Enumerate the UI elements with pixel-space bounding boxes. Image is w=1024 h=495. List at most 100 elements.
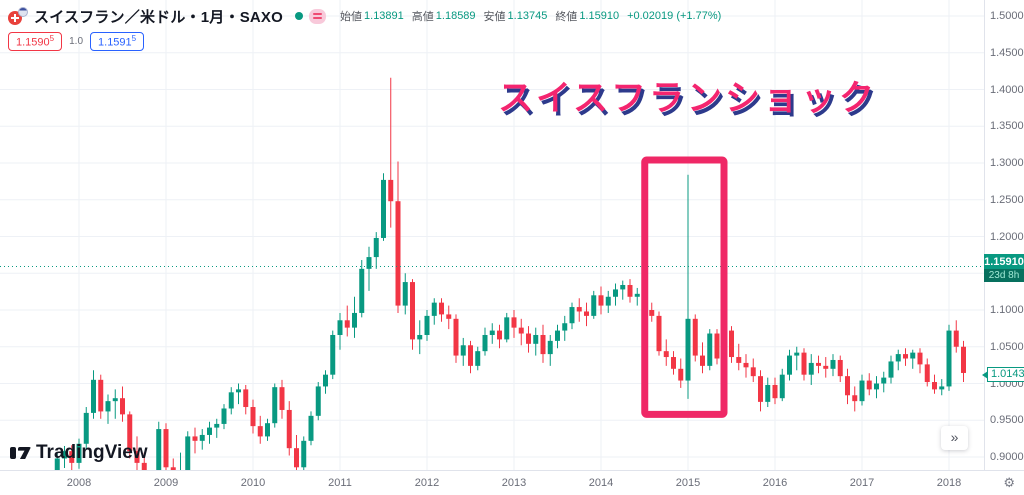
candle-body bbox=[395, 201, 401, 306]
candle-body bbox=[569, 307, 575, 324]
candle-body bbox=[207, 427, 212, 435]
candle-body bbox=[540, 334, 546, 355]
candle-body bbox=[917, 352, 923, 365]
candle-body bbox=[830, 359, 836, 369]
candle-body bbox=[903, 354, 908, 359]
candle-body bbox=[439, 302, 444, 315]
candle-body bbox=[808, 362, 814, 375]
candle-body bbox=[765, 384, 771, 402]
time-tick-label: 2017 bbox=[849, 477, 875, 489]
candle-body bbox=[105, 401, 111, 412]
candle-body bbox=[772, 384, 778, 399]
price-tick-label: 1.50000 bbox=[990, 10, 1024, 22]
current-price-value: 1.15910 bbox=[984, 254, 1024, 269]
candle-body bbox=[279, 387, 285, 410]
candle-body bbox=[823, 365, 829, 369]
candle-body bbox=[663, 351, 669, 358]
candle-body bbox=[120, 398, 125, 415]
candle-body bbox=[301, 440, 307, 468]
candle-body bbox=[170, 467, 176, 470]
candle-body bbox=[692, 318, 698, 356]
candle-body bbox=[787, 355, 792, 375]
tradingview-logo-text: TradingView bbox=[36, 442, 148, 463]
candle-body bbox=[526, 333, 531, 344]
candle-body bbox=[192, 436, 198, 441]
candle-body bbox=[489, 330, 495, 335]
candle-body bbox=[511, 317, 517, 328]
candle-body bbox=[265, 423, 270, 437]
candle-body bbox=[243, 389, 249, 408]
close-value: 1.15910 bbox=[579, 10, 620, 22]
candle-body bbox=[685, 318, 691, 381]
time-tick-label: 2009 bbox=[153, 477, 179, 489]
candle-body bbox=[141, 462, 147, 470]
candle-body bbox=[236, 389, 241, 393]
candle-body bbox=[736, 357, 742, 363]
candle-body bbox=[134, 451, 140, 463]
candle-body bbox=[91, 379, 96, 413]
candle-body bbox=[315, 386, 321, 416]
candle-body bbox=[794, 352, 800, 356]
candle-body bbox=[127, 414, 133, 452]
high-label: 高値 bbox=[411, 11, 434, 23]
symbol-title[interactable]: スイスフラン／米ドル・1月・SAXO bbox=[34, 8, 284, 26]
candle-body bbox=[758, 376, 763, 402]
candle-body bbox=[584, 311, 589, 316]
candle-body bbox=[410, 282, 415, 340]
ask-button[interactable]: 1.15915 bbox=[90, 31, 145, 52]
price-tick-label: 1.10000 bbox=[990, 304, 1024, 316]
ohlc-readout: 始値 1.13891 高値 1.18589 安値 1.13745 終値 1.15910 … bbox=[340, 8, 721, 24]
candle-body bbox=[156, 429, 162, 470]
time-tick-label: 2011 bbox=[328, 477, 352, 489]
candle-body bbox=[743, 362, 749, 368]
gear-icon[interactable]: ⚙ bbox=[1003, 475, 1015, 490]
candle-body bbox=[932, 382, 937, 390]
price-scale[interactable]: 1.50000 1.45000 1.40000 1.35000 1.30000 1.250… bbox=[984, 0, 1024, 470]
candle-body bbox=[402, 282, 408, 306]
time-tick-label: 2008 bbox=[66, 477, 92, 489]
notes-icon[interactable] bbox=[309, 8, 327, 24]
change-value: +0.02019 (+1.77%) bbox=[627, 10, 722, 22]
candle-body bbox=[779, 374, 785, 399]
time-tick-label: 2013 bbox=[501, 477, 527, 489]
price-tick-label: 1.05000 bbox=[990, 340, 1024, 353]
time-tick-label: 2015 bbox=[675, 477, 701, 489]
chart-canvas[interactable] bbox=[0, 0, 984, 470]
candle-body bbox=[627, 285, 633, 297]
candlestick-plot[interactable] bbox=[0, 0, 984, 470]
candle-body bbox=[453, 318, 459, 356]
candle-body bbox=[286, 409, 292, 449]
scroll-to-recent-button[interactable]: » bbox=[941, 426, 968, 450]
candle-body bbox=[199, 434, 205, 441]
candle-body bbox=[323, 374, 328, 387]
candle-body bbox=[678, 368, 684, 381]
candle-body bbox=[946, 330, 952, 387]
candle-body bbox=[533, 334, 539, 344]
price-tick-label: 1.20000 bbox=[990, 230, 1024, 243]
left-arrow-icon bbox=[982, 370, 988, 379]
candle-body bbox=[895, 354, 901, 362]
candle-body bbox=[257, 426, 263, 437]
price-tick-label: 1.45000 bbox=[990, 46, 1024, 59]
bar-countdown: 23d 8h bbox=[984, 269, 1024, 282]
spread-value: 1.0 bbox=[69, 36, 84, 47]
candle-body bbox=[330, 334, 336, 375]
candle-body bbox=[344, 320, 350, 328]
candle-body bbox=[634, 293, 640, 297]
time-tick-label: 2016 bbox=[762, 477, 788, 489]
tradingview-logo-icon bbox=[10, 447, 31, 459]
candle-body bbox=[272, 387, 278, 424]
candle-body bbox=[294, 448, 299, 468]
time-scale[interactable]: ⚙ 2008 2009 2010 2011 2012 2013 2014 2015 2016 20… bbox=[0, 470, 1024, 495]
candle-body bbox=[613, 289, 618, 297]
candle-body bbox=[605, 296, 611, 306]
candle-body bbox=[497, 330, 502, 340]
candle-body bbox=[576, 307, 582, 312]
candle-body bbox=[98, 379, 104, 412]
candle-body bbox=[352, 312, 357, 328]
candle-body bbox=[562, 323, 568, 331]
bid-button[interactable]: 1.15905 bbox=[8, 31, 63, 52]
last-close-value: 1.01434 bbox=[987, 367, 1024, 382]
us-flag-icon bbox=[18, 7, 28, 17]
candle-body bbox=[431, 302, 437, 316]
